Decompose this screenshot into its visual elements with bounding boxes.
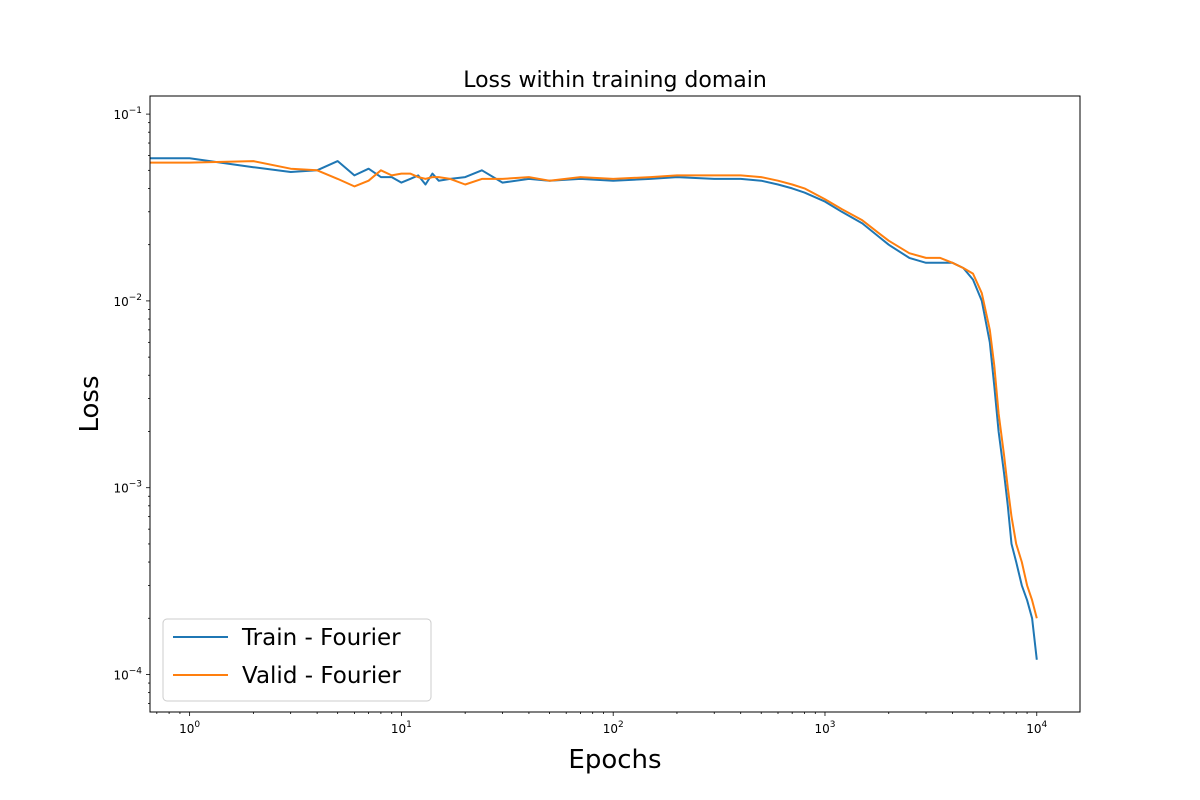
y-tick-label: 10−2 bbox=[113, 293, 142, 309]
chart-title: Loss within training domain bbox=[463, 68, 767, 93]
plot-area bbox=[150, 96, 1080, 712]
x-tick-label: 104 bbox=[1026, 720, 1047, 736]
series-layer bbox=[150, 157, 1038, 660]
y-axis-ticks: 10−4 10−3 10−2 10−1 bbox=[113, 106, 150, 704]
series-line-0 bbox=[150, 157, 1038, 660]
legend: Train - Fourier Valid - Fourier bbox=[162, 618, 432, 702]
x-axis-ticks: 100 101 102 103 104 bbox=[156, 712, 1048, 736]
x-tick-label: 100 bbox=[179, 720, 200, 736]
x-tick-label: 101 bbox=[391, 720, 412, 736]
series-line-1 bbox=[150, 160, 1038, 619]
legend-box bbox=[162, 618, 432, 702]
y-tick-label: 10−1 bbox=[113, 106, 142, 122]
y-tick-label: 10−4 bbox=[113, 667, 142, 683]
legend-label-valid: Valid - Fourier bbox=[242, 663, 401, 689]
legend-label-train: Train - Fourier bbox=[241, 625, 401, 651]
y-axis-label: Loss bbox=[75, 375, 105, 432]
y-tick-label: 10−3 bbox=[113, 480, 142, 496]
plot-frame bbox=[149, 95, 1081, 713]
x-tick-label: 102 bbox=[603, 720, 624, 736]
x-tick-label: 103 bbox=[814, 720, 835, 736]
x-axis-label: Epochs bbox=[568, 745, 661, 775]
